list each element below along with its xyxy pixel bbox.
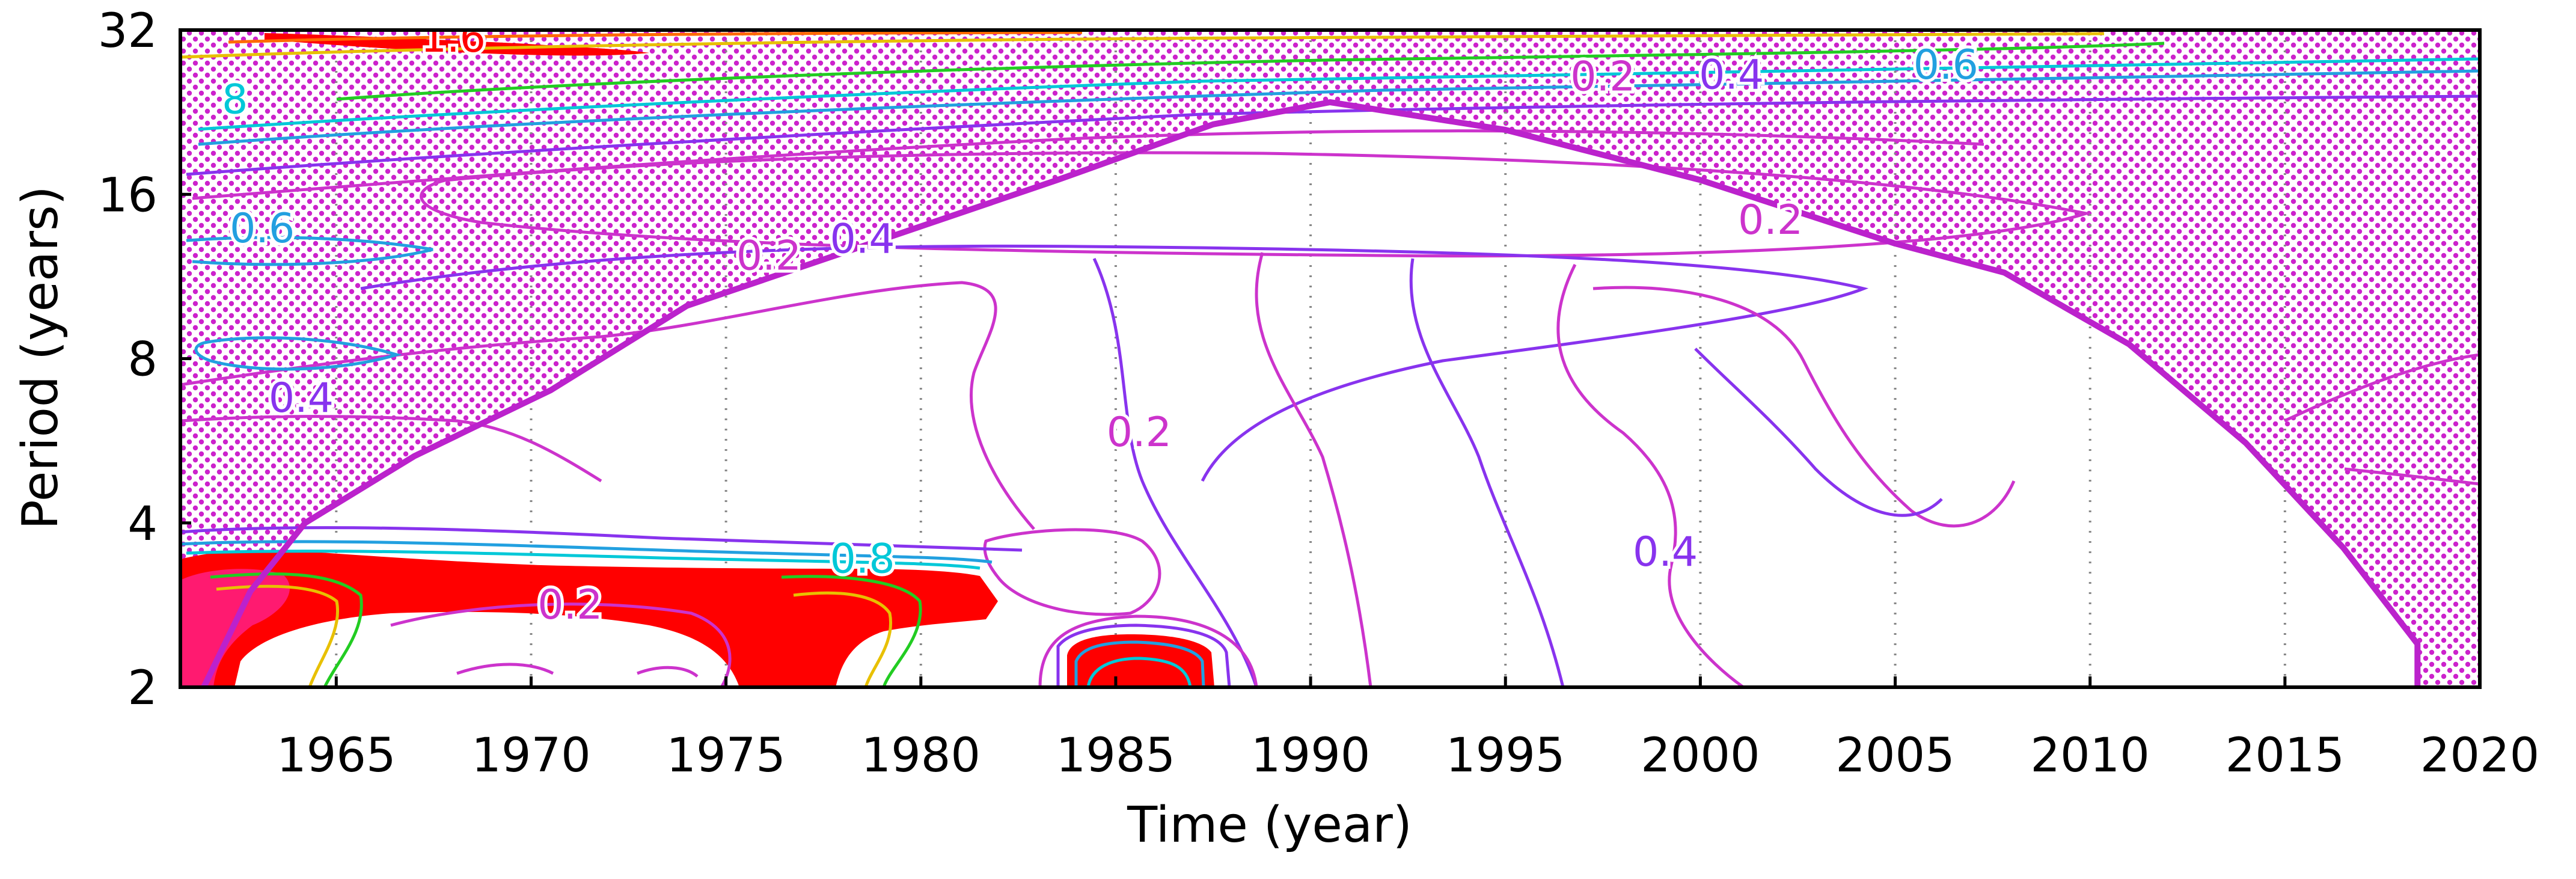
x-tick-label-2005: 2005 [1835,729,1955,783]
x-tick-label-1965: 1965 [277,729,396,783]
contour-vertical-e [983,528,1161,616]
contour-1980s-0-6 [1074,640,1205,687]
cone-of-influence-line [201,99,2421,687]
contour-label-0: 1.6 [421,14,486,62]
contour-label-2: 0.4 [1699,51,1764,99]
contour-right-0-2 [2283,353,2480,423]
contour-low-1-2-b [793,591,893,687]
y-tick-label-2: 2 [127,661,158,715]
contour-1980s-0-4 [1056,623,1231,687]
contour-label-9: 0.4 [269,375,334,422]
contour-top-0-6 [198,69,2480,146]
contour-1980s-0-2 [1038,614,1258,687]
y-tick-label-4: 4 [127,497,158,551]
x-tick-label-1975: 1975 [666,729,786,783]
contour-left-0-6 [186,236,433,266]
contour-vertical-d [1092,257,1258,687]
contour-label-5: 0.6 [230,205,295,253]
x-tick-label-1970: 1970 [471,729,591,783]
x-tick-label-2020: 2020 [2420,729,2540,783]
contour-low-1-0-b [781,575,922,687]
y-axis-ticks: 2 4 8 16 32 [98,4,191,715]
contour-label-10: 0.2 [1107,409,1172,456]
contour-top-0-2 [192,129,1984,200]
contour-top-1-4 [228,31,1083,44]
contour-mid-a [420,151,2092,258]
contour-vertical-c [1556,263,1745,687]
x-tick-label-1995: 1995 [1446,729,1565,783]
cone-of-influence-hatch [180,30,2480,687]
contour-top-0-4 [186,94,2480,176]
contour-low-1-2 [216,584,339,687]
x-axis-title: Time (year) [1127,797,1412,854]
y-tick-label-8: 8 [127,333,158,387]
contour-low-0-2-c [637,666,699,678]
contour-label-4: 8 [222,76,248,124]
vertical-gridlines [335,30,2286,687]
x-tick-label-1985: 1985 [1056,729,1176,783]
contour-label-3: 0.6 [1914,41,1978,89]
contour-label-7: 0.4 [830,216,895,263]
contour-label-13: 0.4 [1633,528,1698,576]
y-tick-label-32: 32 [98,4,158,58]
x-tick-label-1980: 1980 [861,729,981,783]
contour-labels: 1.6 0.2 0.4 0.6 8 0.6 0.2 0.4 0.2 0.4 0.2 0.8 0.2 0.4 [219,14,1981,632]
contour-label-12: 0.2 [537,581,602,629]
x-tick-label-1990: 1990 [1251,729,1371,783]
contour-right-0-2-b [2344,467,2480,486]
y-tick-label-16: 16 [98,168,158,222]
contour-low-0-8 [186,550,981,570]
contour-low-0-2 [390,602,732,687]
contour-mid-f [180,415,602,483]
contour-label-8: 0.2 [1738,197,1803,244]
contour-label-1: 0.2 [1570,53,1635,100]
contour-vertical-b [1409,258,1565,687]
contour-mid-d [1592,286,2016,528]
contour-label-6: 0.2 [736,233,801,280]
contour-lines [180,31,2480,687]
power-fill-band-1960s [180,550,998,687]
contour-top-1-0 [336,41,2165,101]
contour-low-0-6 [180,540,993,564]
contour-1980s-0-8 [1086,657,1192,687]
contour-low-0-2-b [456,663,554,675]
x-tick-label-2015: 2015 [2226,729,2345,783]
contour-label-11: 0.8 [830,535,895,583]
x-tick-label-2000: 2000 [1641,729,1760,783]
contour-vertical-a [1255,252,1372,687]
y-axis-title: Period (years) [12,186,69,529]
contour-left-0-4 [194,336,402,371]
contour-mid-b [360,244,1869,482]
contour-mid-e [1694,348,1943,517]
x-tick-label-2010: 2010 [2030,729,2150,783]
x-axis-ticks: 1965 1970 1975 1980 1985 1990 1995 2000 2005 2010… [277,676,2539,783]
contour-top-1-2 [180,32,2105,59]
contour-low-1-0 [210,572,363,687]
plot-area: 1.6 0.2 0.4 0.6 8 0.6 0.2 0.4 0.2 0.4 0.2 0.8 0.2 0.4 [180,14,2480,687]
